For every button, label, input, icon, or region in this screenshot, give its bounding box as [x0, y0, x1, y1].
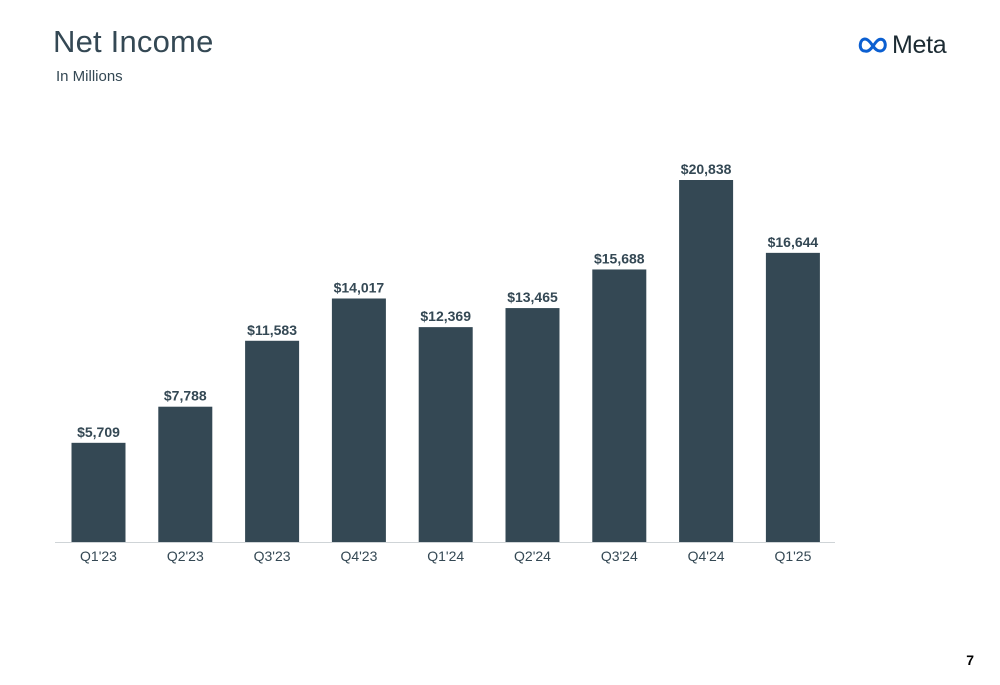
bar: [679, 180, 734, 542]
x-tick-label: Q4'23: [340, 548, 377, 564]
bar: [592, 269, 647, 542]
bar: [505, 308, 560, 542]
bar-value-label: $11,583: [247, 322, 297, 338]
bar-value-label: $15,688: [594, 250, 645, 266]
bar: [418, 327, 473, 542]
meta-logo: Meta: [858, 30, 947, 60]
bar: [71, 442, 126, 542]
x-tick-label: Q1'24: [427, 548, 464, 564]
bar-value-label: $12,369: [420, 308, 471, 324]
meta-infinity-logo-icon: [858, 37, 887, 53]
page-title: Net Income: [53, 24, 214, 59]
bar-value-label: $14,017: [334, 279, 385, 295]
bar-value-label: $7,788: [164, 388, 207, 404]
x-tick-label: Q2'24: [514, 548, 551, 564]
bar: [158, 406, 213, 542]
bar-value-label: $20,838: [681, 161, 732, 177]
bar: [331, 298, 386, 542]
meta-logo-text: Meta: [892, 30, 947, 59]
x-tick-label: Q2'23: [167, 548, 204, 564]
bar: [765, 252, 820, 542]
bar-value-label: $5,709: [77, 424, 120, 440]
page-number: 7: [966, 652, 974, 668]
bar-value-label: $13,465: [507, 289, 558, 305]
x-tick-label: Q3'23: [254, 548, 291, 564]
x-tick-label: Q3'24: [601, 548, 638, 564]
x-tick-label: Q4'24: [688, 548, 725, 564]
bar-value-label: $16,644: [768, 234, 819, 250]
page-subtitle: In Millions: [56, 68, 123, 85]
x-tick-label: Q1'23: [80, 548, 117, 564]
x-tick-label: Q1'25: [774, 548, 811, 564]
bar: [245, 340, 300, 542]
